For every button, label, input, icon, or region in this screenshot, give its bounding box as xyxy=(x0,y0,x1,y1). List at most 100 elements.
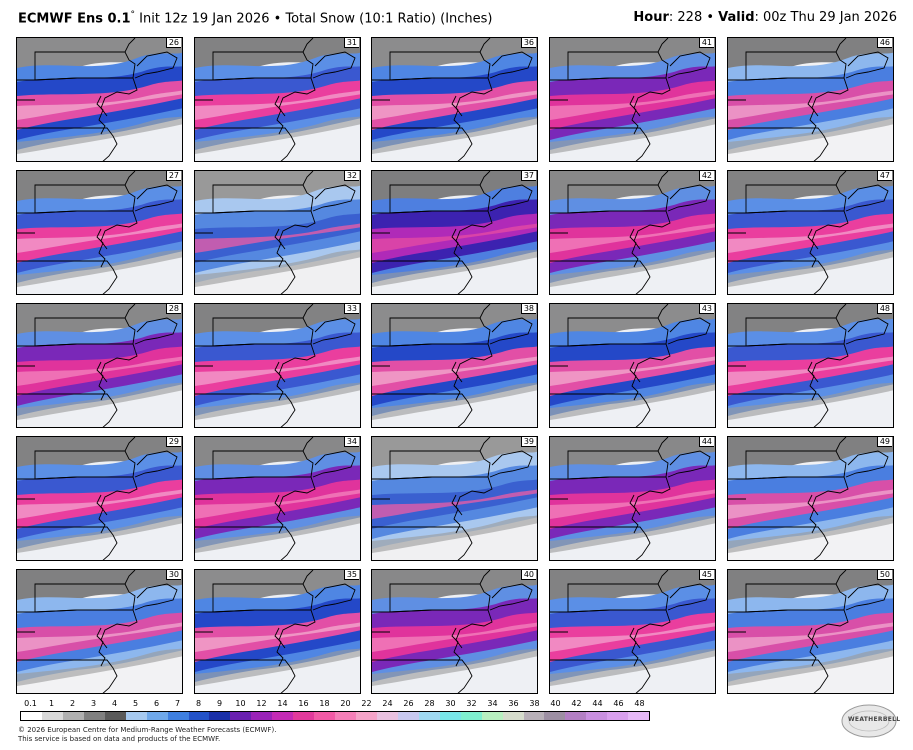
legend-tick-label: 1 xyxy=(48,699,55,708)
ensemble-member-panel: 37 xyxy=(371,170,538,295)
legend-tick-label: 20 xyxy=(340,699,351,708)
logo-text: WEATHERBELL xyxy=(848,716,901,723)
ensemble-member-panel: 46 xyxy=(727,37,894,162)
legend-tick-label: 2 xyxy=(69,699,76,708)
ensemble-member-panel: 50 xyxy=(727,569,894,694)
snowfall-map xyxy=(728,304,893,427)
snowfall-map xyxy=(728,171,893,294)
ensemble-member-panel: 42 xyxy=(549,170,716,295)
legend-swatch xyxy=(544,712,566,720)
ensemble-member-panel: 41 xyxy=(549,37,716,162)
snowfall-map xyxy=(550,570,715,693)
member-number-label: 39 xyxy=(520,437,536,447)
valid-label: Valid xyxy=(718,10,755,25)
member-number-label: 28 xyxy=(165,304,181,314)
weatherbell-logo-icon xyxy=(841,704,897,738)
snowfall-map xyxy=(728,437,893,560)
member-number-label: 44 xyxy=(698,437,714,447)
member-number-label: 36 xyxy=(520,38,536,48)
legend-swatch xyxy=(209,712,231,720)
legend-swatch xyxy=(104,712,126,720)
legend-swatch xyxy=(167,712,189,720)
legend-tick-label: 32 xyxy=(466,699,477,708)
legend-tick-label: 44 xyxy=(592,699,603,708)
legend-swatch xyxy=(314,712,336,720)
legend-tick-label: 6 xyxy=(153,699,160,708)
model-name: ECMWF Ens 0.1 xyxy=(18,11,131,27)
ensemble-member-panel: 26 xyxy=(16,37,183,162)
copyright-line-1: © 2026 European Centre for Medium-Range … xyxy=(18,726,277,734)
legend-tick-label: 16 xyxy=(298,699,309,708)
snowfall-map xyxy=(17,304,182,427)
legend-swatch xyxy=(21,712,42,720)
snowfall-map xyxy=(17,437,182,560)
snowfall-map xyxy=(372,570,537,693)
legend-ticks: 0.1 1 2 3 4 5 6 7 8 9 10 12 14 16 18 20 22 24 26 28 30 32 34 36… xyxy=(20,698,650,710)
ensemble-member-panel: 45 xyxy=(549,569,716,694)
ensemble-member-panel: 33 xyxy=(194,303,361,428)
legend-swatch xyxy=(335,712,356,720)
snowfall-map xyxy=(17,38,182,161)
legend-swatch xyxy=(439,712,461,720)
ensemble-member-panel: 32 xyxy=(194,170,361,295)
legend-swatch xyxy=(125,712,147,720)
legend-tick-label: 36 xyxy=(508,699,519,708)
member-number-label: 46 xyxy=(876,38,892,48)
degree-symbol: ° xyxy=(130,10,136,20)
member-number-label: 30 xyxy=(165,570,181,580)
member-number-label: 40 xyxy=(520,570,536,580)
legend-tick-label: 10 xyxy=(235,699,246,708)
snowfall-map xyxy=(550,171,715,294)
snowfall-map xyxy=(728,570,893,693)
legend-swatch xyxy=(251,712,273,720)
legend-tick-label: 7 xyxy=(174,699,181,708)
snowfall-map xyxy=(372,38,537,161)
ensemble-member-panel: 49 xyxy=(727,436,894,561)
legend-swatch xyxy=(376,712,398,720)
legend-swatch xyxy=(418,712,440,720)
member-number-label: 38 xyxy=(520,304,536,314)
member-number-label: 48 xyxy=(876,304,892,314)
legend-swatch xyxy=(188,712,210,720)
member-number-label: 49 xyxy=(876,437,892,447)
legend-tick-label: 14 xyxy=(277,699,288,708)
member-number-label: 50 xyxy=(876,570,892,580)
member-number-label: 31 xyxy=(343,38,359,48)
map-header: ECMWF Ens 0.1° Init 12z 19 Jan 2026 • To… xyxy=(0,0,913,34)
snowfall-map xyxy=(728,38,893,161)
legend-tick-label: 46 xyxy=(613,699,624,708)
init-description: Init 12z 19 Jan 2026 • Total Snow (10:1 … xyxy=(135,11,493,27)
legend-tick-label: 42 xyxy=(571,699,582,708)
ensemble-member-panel: 40 xyxy=(371,569,538,694)
ensemble-member-panel: 29 xyxy=(16,436,183,561)
legend-swatch xyxy=(293,712,315,720)
snowfall-map xyxy=(195,570,360,693)
snowfall-map xyxy=(195,304,360,427)
hour-value: : 228 • xyxy=(668,10,719,25)
ensemble-member-panel: 35 xyxy=(194,569,361,694)
legend-swatch xyxy=(586,712,608,720)
legend-swatch xyxy=(146,712,168,720)
legend-tick-label: 28 xyxy=(424,699,435,708)
legend-tick-label: 38 xyxy=(529,699,540,708)
legend-tick-label: 26 xyxy=(403,699,414,708)
legend-swatch xyxy=(460,712,482,720)
legend-swatch xyxy=(607,712,629,720)
ensemble-member-panel: 27 xyxy=(16,170,183,295)
legend-swatch xyxy=(83,712,105,720)
ensemble-member-panel: 30 xyxy=(16,569,183,694)
legend-colorbar xyxy=(20,711,650,721)
member-number-label: 43 xyxy=(698,304,714,314)
legend-tick-label: 3 xyxy=(90,699,97,708)
ensemble-member-panel: 39 xyxy=(371,436,538,561)
legend-swatch xyxy=(481,712,503,720)
member-number-label: 42 xyxy=(698,171,714,181)
ensemble-member-panel: 43 xyxy=(549,303,716,428)
member-number-label: 37 xyxy=(520,171,536,181)
legend-swatch xyxy=(356,712,377,720)
legend-tick-label: 12 xyxy=(256,699,267,708)
legend-swatch xyxy=(397,712,419,720)
legend-tick-label: 40 xyxy=(550,699,561,708)
member-number-label: 35 xyxy=(343,570,359,580)
copyright-footer: © 2026 European Centre for Medium-Range … xyxy=(18,726,276,744)
